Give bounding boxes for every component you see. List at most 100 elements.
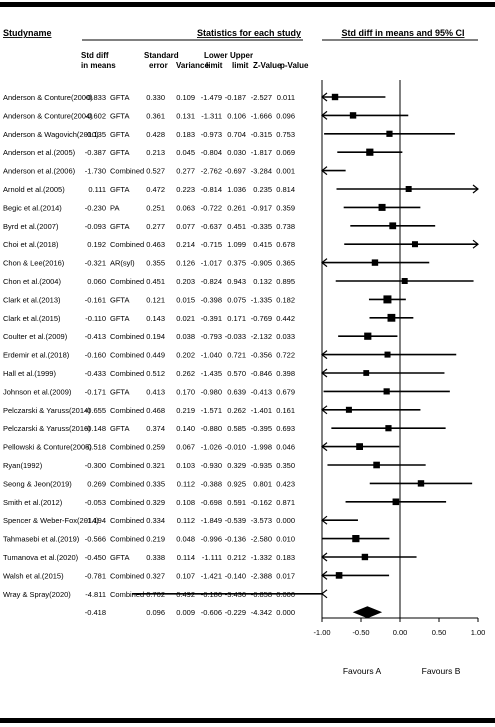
- favours-a-label: Favours A: [343, 666, 382, 676]
- std-diff-value: -0.230: [85, 203, 106, 212]
- lower-limit-value: -0.814: [201, 185, 222, 194]
- z-value: -3.284: [251, 167, 272, 176]
- lower-limit-value: -1.435: [201, 369, 222, 378]
- lower-limit-value: -0.996: [201, 535, 222, 544]
- col-header-p: p-Value: [280, 61, 309, 70]
- p-value: 0.001: [276, 167, 295, 176]
- study-name: Chon & Lee(2016): [3, 259, 65, 268]
- study-name: Smith et al.(2012): [3, 498, 63, 507]
- ci-left-arrow: [321, 110, 328, 120]
- outcome-type: Combined: [110, 369, 144, 378]
- study-name: Anderson et al.(2006): [3, 167, 76, 176]
- p-value: 0.678: [276, 240, 295, 249]
- summary-variance-value: 0.009: [176, 608, 195, 617]
- upper-limit-value: 0.451: [227, 222, 246, 231]
- z-value: -3.573: [251, 516, 272, 525]
- std-diff-value: -0.518: [85, 443, 106, 452]
- variance-value: 0.183: [176, 130, 195, 139]
- lower-limit-value: -1.571: [201, 406, 222, 415]
- study-name: Spencer & Weber-Fox(2014): [3, 516, 99, 525]
- outcome-type: Combined: [110, 240, 144, 249]
- study-name: Pellowski & Conture(2005): [3, 443, 92, 452]
- z-value: 0.415: [253, 240, 272, 249]
- study-name: Clark et al.(2013): [3, 295, 61, 304]
- standard-error-value: 0.277: [146, 222, 165, 231]
- upper-limit-value: 0.262: [227, 406, 246, 415]
- point-estimate: [386, 130, 393, 137]
- standard-error-value: 0.472: [146, 185, 165, 194]
- table-row: Ryan(1992) -0.300 Combined 0.321 0.103 -0.930…: [3, 461, 295, 470]
- table-row: Pellowski & Conture(2005)-0.518 Combined 0…: [3, 443, 295, 452]
- p-value: 0.000: [276, 516, 295, 525]
- study-name: Seong & Jeon(2019): [3, 479, 72, 488]
- standard-error-value: 0.527: [146, 167, 165, 176]
- std-diff-value: 0.269: [87, 479, 106, 488]
- point-estimate: [383, 388, 390, 395]
- table-row: Tahmasebi et al.(2019) -0.566 Combined 0.21…: [3, 535, 295, 544]
- std-diff-value: -1.730: [85, 167, 106, 176]
- confidence-intervals: [131, 80, 479, 619]
- upper-limit-value: 0.375: [227, 259, 246, 268]
- standard-error-value: 0.428: [146, 130, 165, 139]
- standard-error-value: 0.338: [146, 553, 165, 562]
- col-header-upper-1: Upper: [230, 51, 253, 60]
- standard-error-value: 0.449: [146, 351, 165, 360]
- upper-limit-value: -0.697: [225, 167, 246, 176]
- variance-value: 0.107: [176, 571, 195, 580]
- standard-error-value: 0.451: [146, 277, 165, 286]
- std-diff-value: -0.433: [85, 369, 106, 378]
- study-name: Anderson & Wagovich(2010): [3, 130, 99, 139]
- upper-limit-value: 1.036: [227, 185, 246, 194]
- std-diff-value: -0.387: [85, 148, 106, 157]
- x-axis: -1.00 -0.50 0.00 0.50 1.00: [313, 617, 485, 637]
- p-value: 0.182: [276, 295, 295, 304]
- std-diff-value: -0.655: [85, 406, 106, 415]
- point-estimate: [392, 498, 400, 506]
- standard-error-value: 0.259: [146, 443, 165, 452]
- x-tick-label: -1.00: [313, 628, 330, 637]
- outcome-type: Combined: [110, 461, 144, 470]
- lower-limit-value: -1.040: [201, 351, 222, 360]
- study-name: Anderson et al.(2005): [3, 148, 76, 157]
- study-name: Choi et al.(2018): [3, 240, 59, 249]
- std-diff-value: 0.060: [87, 277, 106, 286]
- study-name: Anderson & Conture(2004): [3, 111, 93, 120]
- std-diff-value: -0.602: [85, 111, 106, 120]
- study-name: Walsh et al.(2015): [3, 571, 64, 580]
- lower-limit-value: -0.388: [201, 479, 222, 488]
- variance-value: 0.038: [176, 332, 195, 341]
- summary-z-value: -4.342: [251, 608, 272, 617]
- standard-error-value: 0.413: [146, 387, 165, 396]
- standard-error-value: 0.327: [146, 571, 165, 580]
- upper-limit-value: 1.099: [227, 240, 246, 249]
- z-value: -0.917: [251, 203, 272, 212]
- table-row: Tumanova et al.(2020) -0.450 GFTA 0.338 0.11…: [3, 553, 295, 562]
- lower-limit-value: -0.722: [201, 203, 222, 212]
- summary-diamond: [352, 606, 383, 619]
- variance-value: 0.021: [176, 314, 195, 323]
- ci-left-arrow: [321, 258, 328, 268]
- upper-limit-value: 0.261: [227, 203, 246, 212]
- study-name: Tumanova et al.(2020): [3, 553, 79, 562]
- lower-limit-value: -0.930: [201, 461, 222, 470]
- standard-error-value: 0.355: [146, 259, 165, 268]
- point-estimate: [364, 332, 372, 340]
- p-value: 0.033: [276, 332, 295, 341]
- ci-left-arrow: [321, 552, 328, 562]
- top-rule: [0, 2, 495, 7]
- outcome-type: Combined: [110, 351, 144, 360]
- upper-limit-value: 0.704: [227, 130, 246, 139]
- variance-value: 0.202: [176, 351, 195, 360]
- table-row: Arnold et al.(2005) 0.111 GFTA 0.472 0.223 -0…: [3, 185, 295, 194]
- table-row: Smith et al.(2012) -0.053 Combined 0.329 0.1…: [3, 498, 295, 507]
- variance-value: 0.063: [176, 203, 195, 212]
- point-estimate: [383, 295, 392, 304]
- p-value: 0.693: [276, 424, 295, 433]
- lower-limit-value: -1.311: [201, 111, 222, 120]
- study-name: Arnold et al.(2005): [3, 185, 65, 194]
- z-value: -1.666: [251, 111, 272, 120]
- std-diff-value: -0.450: [85, 553, 106, 562]
- point-estimate: [361, 553, 369, 561]
- std-diff-value: -0.110: [85, 314, 106, 323]
- table-row: Clark et al.(2013) -0.161 GFTA 0.121 0.015 -0…: [3, 295, 295, 304]
